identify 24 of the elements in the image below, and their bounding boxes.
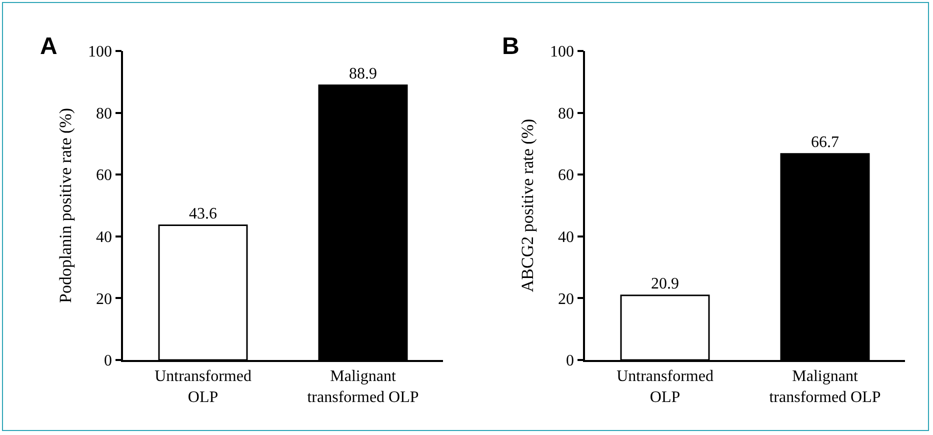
data-label: 88.9: [349, 65, 377, 82]
y-axis-title: ABCG2 positive rate (%): [518, 118, 538, 292]
x-tick-label: Untransformed OLP: [154, 368, 252, 406]
x-tick-label: Malignant transformed OLP: [769, 368, 881, 406]
data-label: 20.9: [651, 275, 679, 292]
y-tick-label: 20: [558, 290, 574, 308]
x-tick-label: Untransformed OLP: [616, 368, 714, 406]
y-axis-title: Podoplanin positive rate (%): [56, 108, 76, 303]
y-tick-label: 40: [558, 229, 574, 246]
chart-title: A: [40, 32, 58, 60]
y-tick-label: 80: [96, 105, 112, 122]
y-tick-label: 80: [558, 105, 574, 122]
y-tick-label: 100: [550, 44, 574, 61]
y-tick-label: 40: [96, 229, 112, 246]
y-tick-label: 100: [88, 44, 112, 61]
chart-title: B: [502, 32, 520, 60]
y-tick-label: 0: [104, 352, 112, 370]
x-tick-label: Malignant transformed OLP: [307, 368, 419, 406]
data-label: 43.6: [189, 205, 217, 222]
y-tick-label: 20: [96, 290, 112, 308]
data-label: 66.7: [811, 134, 839, 151]
y-tick-label: 60: [558, 167, 574, 184]
y-tick-label: 0: [566, 352, 574, 370]
y-tick-label: 60: [96, 167, 112, 184]
